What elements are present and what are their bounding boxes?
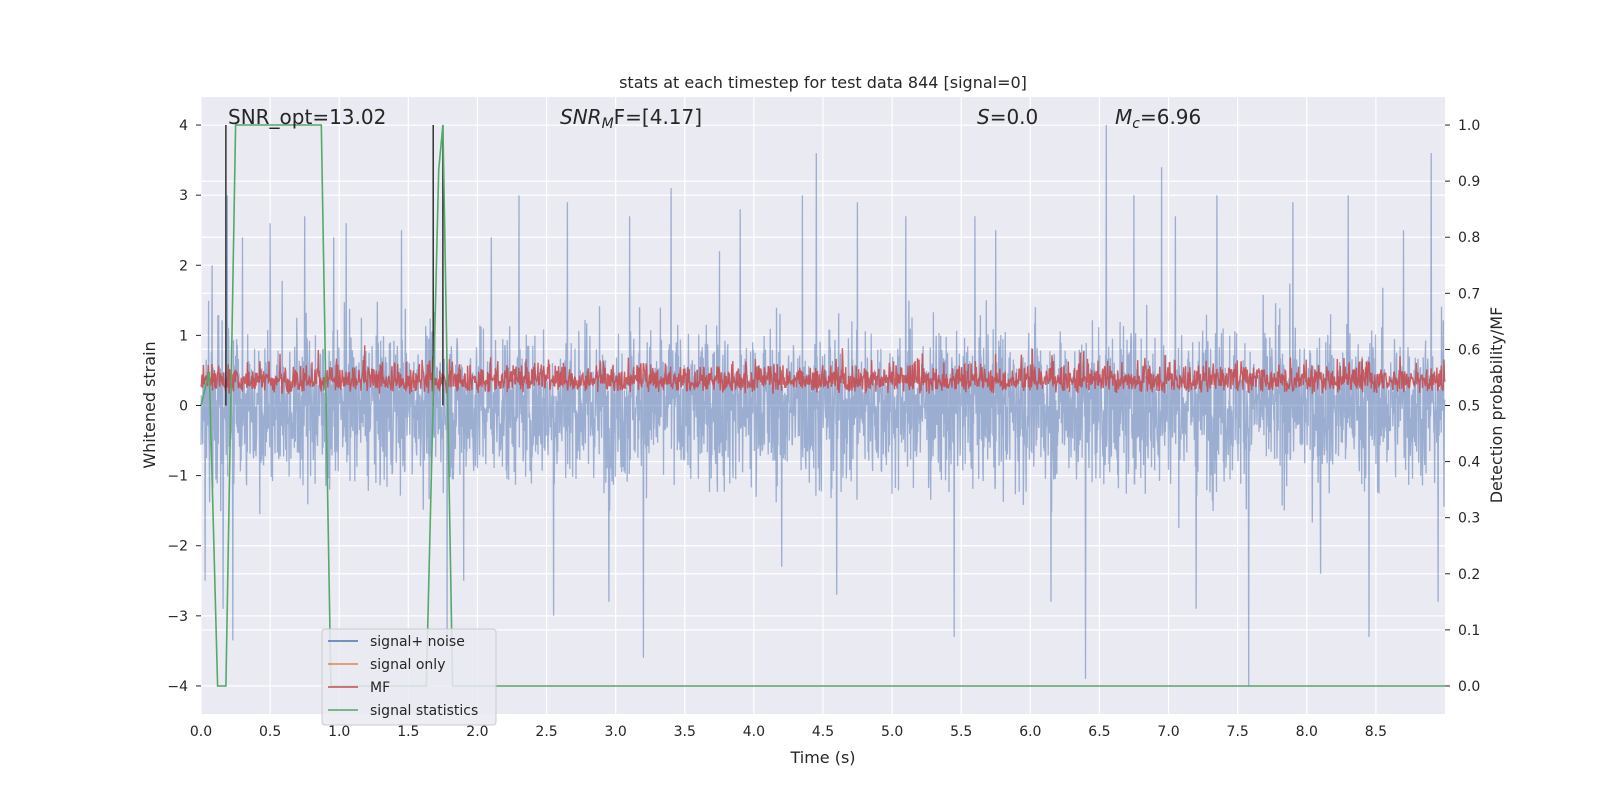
- y-tick-label-right: 0.5: [1458, 399, 1480, 415]
- x-tick-label: 6.0: [1019, 724, 1041, 740]
- x-tick-label: 5.5: [950, 724, 972, 740]
- x-tick-label: 0.5: [259, 724, 281, 740]
- annotation-s: S=0.0: [977, 105, 1038, 129]
- x-tick-label: 8.5: [1365, 724, 1387, 740]
- annotation-snr-mf-name: SNR: [560, 105, 602, 129]
- x-tick-label: 2.0: [466, 724, 488, 740]
- y-tick-label-right: 0.8: [1458, 230, 1480, 246]
- x-tick-label: 2.5: [535, 724, 557, 740]
- y-tick-label-right: 0.6: [1458, 342, 1480, 358]
- annotation-snr-opt: SNR_opt=13.02: [228, 105, 386, 129]
- x-tick-label: 5.0: [881, 724, 903, 740]
- annotation-mc: Mc=6.96: [1115, 105, 1201, 132]
- x-tick-label: 1.5: [397, 724, 419, 740]
- y-axis-left-ticks: −4 −3 −2 −1 0 1 2 3 4: [167, 118, 201, 695]
- y-axis-right-label: Detection probability/MF: [1487, 307, 1506, 504]
- y-axis-right-ticks: 0.0 0.1 0.2 0.3 0.4 0.5 0.6 0.7 0.8 0.9 1.0: [1445, 118, 1480, 695]
- annotation-snr-mf-tail: F=[4.17]: [614, 105, 702, 129]
- legend-label-mf: MF: [370, 680, 390, 696]
- y-tick-label-right: 0.9: [1458, 174, 1480, 190]
- x-tick-label: 0.0: [190, 724, 212, 740]
- annotation-mc-sub: c: [1132, 116, 1140, 132]
- x-tick-label: 8.0: [1296, 724, 1318, 740]
- annotation-s-value: =0.0: [990, 105, 1039, 129]
- x-tick-label: 4.5: [812, 724, 834, 740]
- legend: signal+ noise signal only MF signal stat…: [321, 628, 497, 726]
- detection-markers: [225, 125, 444, 406]
- y-tick-label-right: 0.0: [1458, 679, 1480, 695]
- x-tick-label: 6.5: [1088, 724, 1110, 740]
- y-tick-label-left: 3: [179, 188, 188, 204]
- legend-label-signal-statistics: signal statistics: [370, 703, 478, 719]
- x-axis-label: Time (s): [789, 748, 855, 767]
- y-tick-label-left: 0: [179, 399, 188, 415]
- x-axis-ticks: 0.0 0.5 1.0 1.5 2.0 2.5 3.0 3.5 4.0 4.5 5.0 5.5 6.0 6…: [190, 724, 1387, 740]
- annotation-mc-value: =6.96: [1140, 105, 1201, 129]
- y-tick-label-left: −4: [167, 679, 188, 695]
- y-tick-label-left: 1: [179, 328, 188, 344]
- series-signal-noise-line: [200, 124, 1446, 687]
- annotation-s-name: S: [977, 105, 990, 129]
- y-tick-label-left: 4: [179, 118, 188, 134]
- y-tick-label-left: 2: [179, 258, 188, 274]
- x-tick-label: 4.0: [743, 724, 765, 740]
- x-tick-label: 3.5: [674, 724, 696, 740]
- annotation-snr-mf: SNRMF=[4.17]: [560, 105, 702, 132]
- y-tick-label-left: −3: [167, 609, 188, 625]
- series-mf-line: [200, 345, 1446, 394]
- y-tick-label-left: −2: [167, 539, 188, 555]
- y-tick-label-right: 0.1: [1458, 623, 1480, 639]
- annotation-snr-mf-sub: M: [602, 116, 614, 132]
- y-tick-label-right: 0.3: [1458, 511, 1480, 527]
- y-tick-label-right: 0.2: [1458, 567, 1480, 583]
- x-tick-label: 3.0: [605, 724, 627, 740]
- annotation-mc-name: M: [1115, 105, 1132, 129]
- chart-title: stats at each timestep for test data 844…: [619, 73, 1027, 92]
- y-tick-label-right: 0.7: [1458, 286, 1480, 302]
- x-tick-label: 7.5: [1227, 724, 1249, 740]
- legend-box: [321, 628, 497, 726]
- legend-label-signal-only: signal only: [370, 657, 445, 673]
- x-tick-label: 7.0: [1157, 724, 1179, 740]
- x-tick-label: 1.0: [328, 724, 350, 740]
- legend-label-signal-noise: signal+ noise: [370, 634, 465, 650]
- y-axis-left-label: Whitened strain: [140, 341, 159, 468]
- y-tick-label-left: −1: [167, 469, 188, 485]
- y-tick-label-right: 0.4: [1458, 455, 1480, 471]
- y-tick-label-right: 1.0: [1458, 118, 1480, 134]
